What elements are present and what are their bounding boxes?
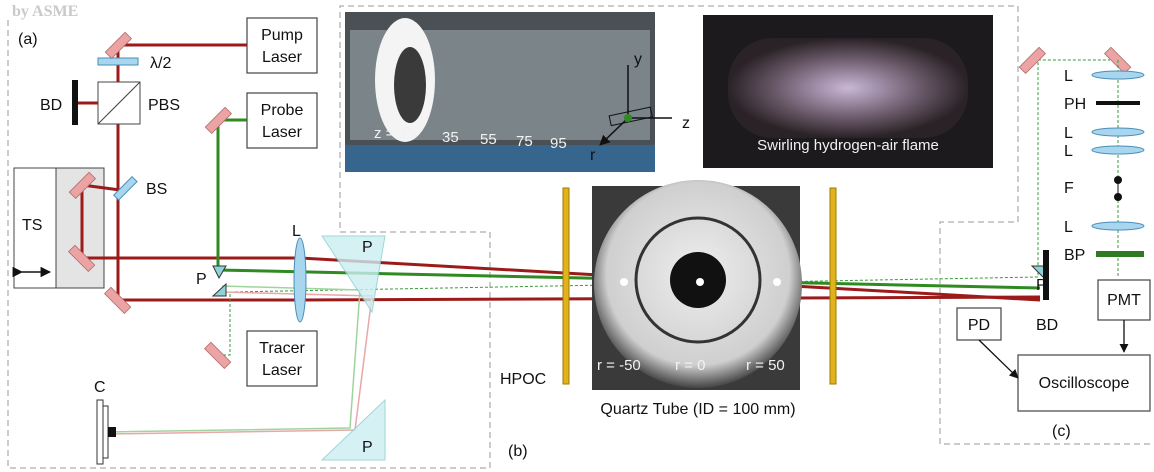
- reflected-beam: [108, 292, 372, 434]
- mirror: [1019, 47, 1045, 73]
- lens-label: L: [1064, 143, 1073, 160]
- tube-caption: Quartz Tube (ID = 100 mm): [600, 401, 795, 418]
- pbs-label: PBS: [148, 97, 180, 114]
- hpoc-window: [563, 188, 569, 384]
- camera-body: [97, 400, 103, 464]
- radial-label: r = -50: [597, 357, 641, 374]
- mirror: [205, 342, 231, 368]
- lens-label: L: [1064, 68, 1073, 85]
- z-label: 55: [480, 131, 497, 148]
- prism-label: P: [196, 271, 207, 288]
- hwp-label: λ/2: [150, 55, 171, 72]
- ts-label: TS: [22, 217, 42, 234]
- camera-label: C: [94, 379, 106, 396]
- pmt-label: PMT: [1107, 292, 1141, 309]
- flame-photo-window: [728, 38, 968, 138]
- flame-caption: Swirling hydrogen-air flame: [757, 137, 939, 154]
- probe-laser-label: Probe: [261, 102, 304, 119]
- hpoc-label: HPOC: [500, 371, 546, 388]
- camera-lens: [108, 427, 116, 437]
- beam-dump: [72, 80, 78, 125]
- z-label: 95: [550, 135, 567, 152]
- axes-origin: [624, 114, 632, 122]
- pd-label: PD: [968, 317, 990, 334]
- tracer-laser-label: Tracer: [259, 340, 305, 357]
- bs-label: BS: [146, 181, 167, 198]
- pinhole-label: PH: [1064, 96, 1086, 113]
- lens: [1092, 128, 1144, 136]
- tracer-laser-label: Laser: [262, 362, 303, 379]
- axis-label: y: [634, 51, 642, 68]
- lens-label: L: [1064, 219, 1073, 236]
- lens-label: L: [292, 223, 301, 240]
- axis-label: z: [682, 115, 690, 132]
- prism: [213, 284, 226, 296]
- lens: [1092, 222, 1144, 230]
- pump-laser-label: Laser: [262, 49, 303, 66]
- pump-laser-label: Pump: [261, 27, 303, 44]
- beam-dump: [1043, 250, 1049, 300]
- oscilloscope-label: Oscilloscope: [1039, 375, 1130, 392]
- bandpass-label: BP: [1064, 247, 1085, 264]
- probe-laser-label: Laser: [262, 124, 303, 141]
- signal-arrow: [979, 340, 1018, 378]
- tube-photo-hole: [394, 47, 426, 123]
- setup-diagram: by ASME (a) Pump Laser Probe Laser Trace…: [0, 0, 1154, 472]
- pinhole: [1096, 101, 1140, 105]
- probe-point: [773, 278, 781, 286]
- pump-beam-delay: [82, 185, 1040, 300]
- prism-label: P: [362, 439, 373, 456]
- bandpass: [1096, 251, 1144, 257]
- lens-label: L: [1064, 125, 1073, 142]
- lens: [1092, 71, 1144, 79]
- probe-point: [620, 278, 628, 286]
- bd-label: BD: [1036, 317, 1058, 334]
- radial-label: r = 0: [675, 357, 705, 374]
- prism-label: P: [362, 239, 373, 256]
- panel-label: (a): [18, 31, 38, 48]
- lens: [1092, 146, 1144, 154]
- half-wave-plate: [98, 58, 138, 65]
- prism: [213, 266, 226, 278]
- reflected-beam: [108, 286, 360, 432]
- lens: [294, 238, 306, 322]
- z-label: 75: [516, 133, 533, 150]
- panel-label: (b): [508, 443, 528, 460]
- axis-label: r: [590, 147, 596, 164]
- radial-label: r = 50: [746, 357, 785, 374]
- z-label: z = 15: [374, 125, 415, 142]
- probe-point: [696, 278, 704, 286]
- bd-label: BD: [40, 97, 62, 114]
- camera-body: [103, 406, 108, 458]
- filter-label: F: [1064, 180, 1074, 197]
- watermark: by ASME: [12, 3, 78, 20]
- panel-label: (c): [1052, 423, 1071, 440]
- tube-photo-base: [345, 145, 655, 172]
- hpoc-window: [830, 188, 836, 384]
- z-label: 35: [442, 129, 459, 146]
